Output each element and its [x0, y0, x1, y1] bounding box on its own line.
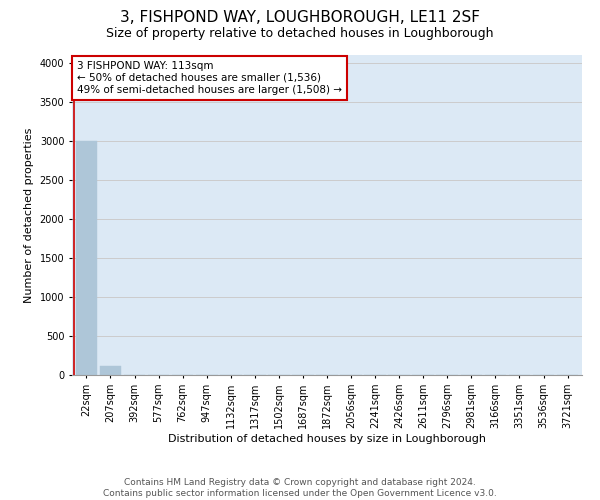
- Bar: [76, 141, 97, 375]
- Bar: [100, 366, 121, 375]
- Text: Size of property relative to detached houses in Loughborough: Size of property relative to detached ho…: [106, 28, 494, 40]
- Text: Contains HM Land Registry data © Crown copyright and database right 2024.
Contai: Contains HM Land Registry data © Crown c…: [103, 478, 497, 498]
- Y-axis label: Number of detached properties: Number of detached properties: [24, 128, 34, 302]
- Text: 3 FISHPOND WAY: 113sqm
← 50% of detached houses are smaller (1,536)
49% of semi-: 3 FISHPOND WAY: 113sqm ← 50% of detached…: [77, 62, 342, 94]
- Text: 3, FISHPOND WAY, LOUGHBOROUGH, LE11 2SF: 3, FISHPOND WAY, LOUGHBOROUGH, LE11 2SF: [120, 10, 480, 25]
- X-axis label: Distribution of detached houses by size in Loughborough: Distribution of detached houses by size …: [168, 434, 486, 444]
